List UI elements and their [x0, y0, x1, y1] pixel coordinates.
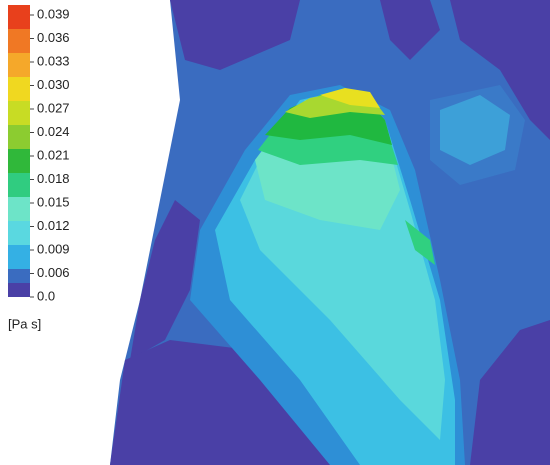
colorbar-unit: [Pa s] [8, 316, 41, 331]
color-band [8, 149, 30, 173]
tick-label: 0.033 [37, 53, 70, 68]
color-band [8, 245, 30, 269]
color-band [8, 53, 30, 77]
plume-band [405, 220, 435, 265]
color-band [8, 125, 30, 149]
low-region [380, 0, 440, 60]
low-region [470, 320, 550, 465]
color-band [8, 197, 30, 221]
tick-label: 0.0 [37, 288, 55, 303]
tick-label: 0.030 [37, 77, 70, 92]
color-band [8, 221, 30, 245]
color-band [8, 5, 30, 29]
mid-region [430, 85, 525, 185]
low-region [170, 0, 300, 70]
color-band [8, 77, 30, 101]
tick-label: 0.006 [37, 265, 70, 280]
tick-label: 0.009 [37, 241, 70, 256]
color-band [8, 283, 30, 297]
tick-label: 0.012 [37, 218, 70, 233]
tick-label: 0.024 [37, 124, 70, 139]
color-band [8, 173, 30, 197]
low-region [450, 0, 550, 140]
plume-band [320, 88, 380, 108]
tick-label: 0.021 [37, 147, 70, 162]
tick-label: 0.015 [37, 194, 70, 209]
low-region [130, 200, 200, 360]
color-band [8, 101, 30, 125]
color-band [8, 29, 30, 53]
tick-label: 0.039 [37, 6, 70, 21]
tick-label: 0.018 [37, 171, 70, 186]
colorbar [8, 5, 30, 297]
tick-label: 0.027 [37, 100, 70, 115]
tick-label: 0.036 [37, 30, 70, 45]
